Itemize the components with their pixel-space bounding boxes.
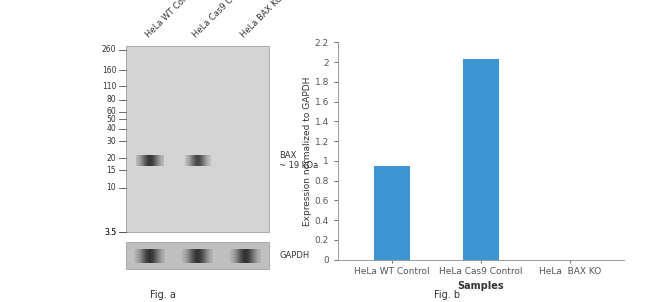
Text: 15: 15 — [107, 166, 116, 175]
Bar — [126, 242, 269, 269]
Text: HeLa BAX KO: HeLa BAX KO — [239, 0, 285, 39]
Text: 20: 20 — [107, 154, 116, 163]
Text: 80: 80 — [107, 95, 116, 104]
Text: 3.5: 3.5 — [104, 228, 116, 237]
Text: BAX
~ 19 kDa: BAX ~ 19 kDa — [280, 151, 318, 170]
Text: 110: 110 — [102, 82, 116, 91]
Text: GAPDH: GAPDH — [280, 251, 309, 260]
Text: 50: 50 — [107, 115, 116, 124]
Text: 260: 260 — [101, 45, 116, 54]
Text: 10: 10 — [107, 183, 116, 192]
X-axis label: Samples: Samples — [458, 281, 504, 291]
Text: Fig. b: Fig. b — [434, 290, 460, 300]
Bar — [463, 59, 499, 260]
Bar — [126, 47, 269, 232]
Y-axis label: Expression normalized to GAPDH: Expression normalized to GAPDH — [303, 76, 312, 226]
Text: Fig. a: Fig. a — [150, 290, 176, 300]
Text: HeLa Cas9 Control: HeLa Cas9 Control — [191, 0, 253, 39]
Text: 30: 30 — [107, 137, 116, 146]
Text: 3.5: 3.5 — [104, 228, 116, 237]
Text: HeLa WT Control: HeLa WT Control — [144, 0, 200, 39]
Bar — [374, 166, 410, 260]
Text: 60: 60 — [107, 107, 116, 116]
Text: 160: 160 — [101, 66, 116, 75]
Text: 40: 40 — [107, 124, 116, 133]
